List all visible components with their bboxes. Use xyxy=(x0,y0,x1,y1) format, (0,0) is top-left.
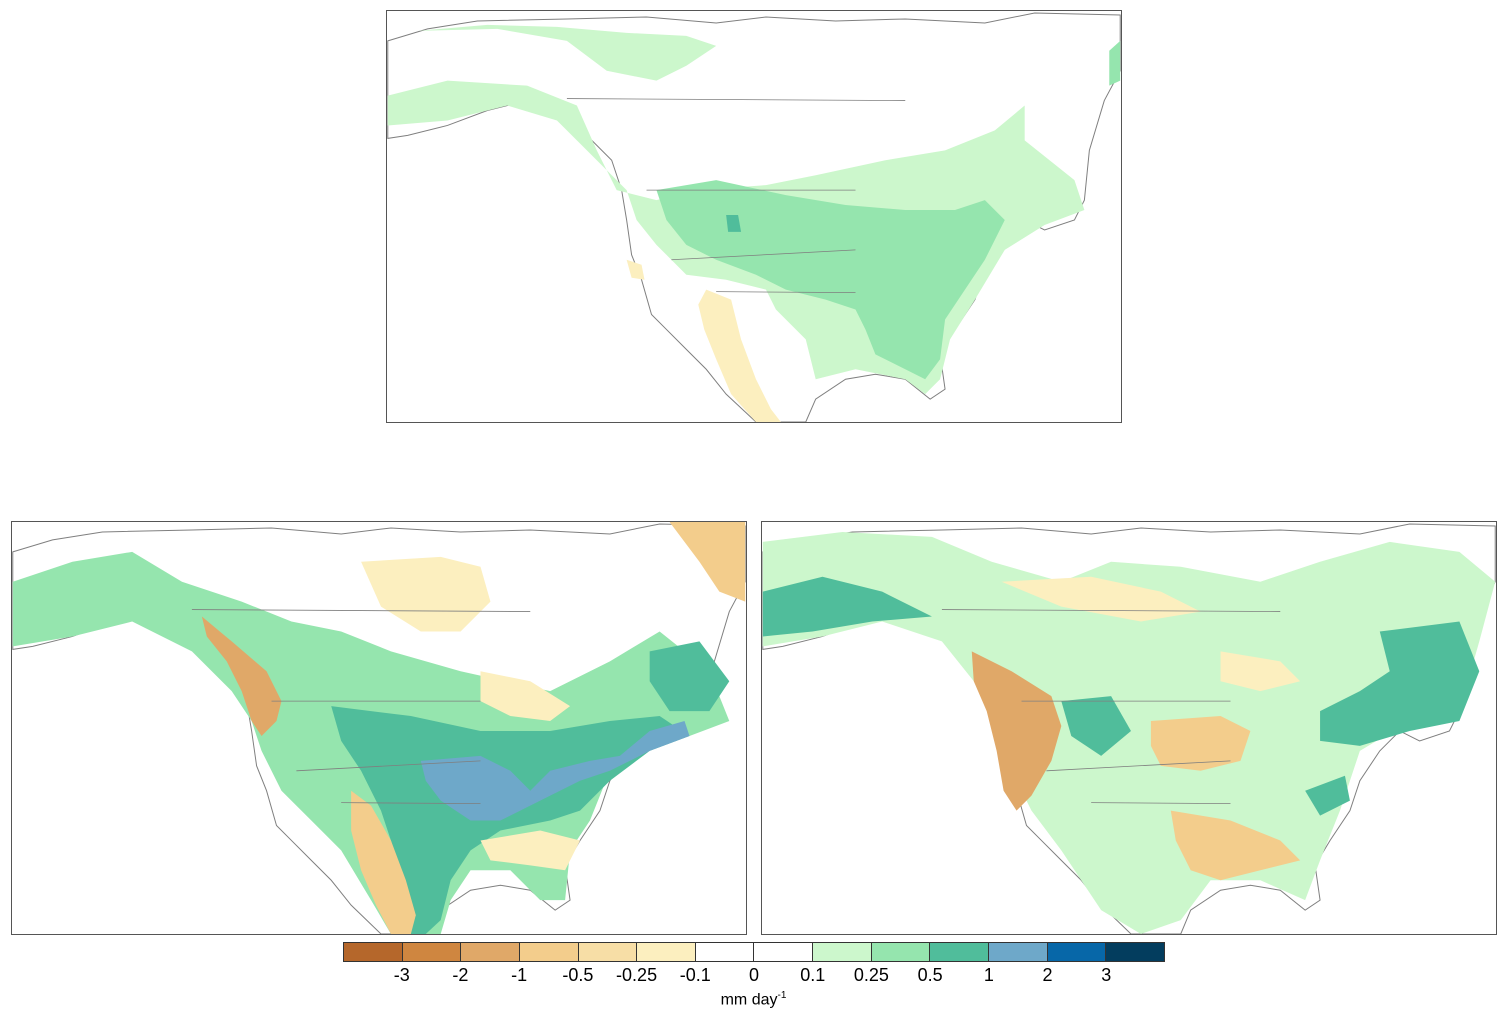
anomaly-region xyxy=(762,531,1496,934)
colorbar-tick-label: 0 xyxy=(748,965,760,985)
anomaly-region xyxy=(626,259,645,280)
colorbar-tick-label: 3 xyxy=(1101,965,1112,985)
anomaly-region xyxy=(480,830,581,871)
anomaly-region xyxy=(1220,651,1301,692)
anomaly-region xyxy=(656,180,1005,380)
anomaly-region xyxy=(1305,775,1350,816)
anomaly-region xyxy=(726,215,742,232)
colorbar-swatch xyxy=(519,943,579,961)
colorbar-swatch xyxy=(344,943,403,961)
anomaly-region xyxy=(1001,576,1201,622)
anomaly-region xyxy=(1320,621,1480,746)
colorbar-swatch xyxy=(871,943,931,961)
map-panel-bottom-left xyxy=(11,521,747,935)
state-borders xyxy=(566,98,906,294)
anomaly-region xyxy=(1109,40,1121,86)
colorbar-tick-label: -1 xyxy=(511,965,528,985)
anomaly-region xyxy=(201,616,282,736)
anomaly-region xyxy=(417,24,717,81)
colorbar-ticks: -3 -2 -1 -0.5 -0.25 -0.1 0 0.1 0.25 0.5 1 2 3 xyxy=(343,965,1165,987)
colorbar-tick-label: 2 xyxy=(1042,965,1053,985)
colorbar-units: mm day-1 xyxy=(0,990,1507,1009)
colorbar-swatch xyxy=(813,943,872,961)
colorbar-swatch xyxy=(754,943,814,961)
anomaly-region xyxy=(1170,810,1301,881)
colorbar-tick-label: -0.1 xyxy=(679,965,711,985)
map-panel-top xyxy=(386,10,1122,423)
units-exponent: -1 xyxy=(777,990,787,1001)
colorbar xyxy=(343,942,1165,962)
anomaly-region xyxy=(762,576,932,637)
colorbar-tick-label: 0.25 xyxy=(853,965,889,985)
colorbar-tick-label: -2 xyxy=(452,965,469,985)
colorbar-swatch xyxy=(930,943,990,961)
anomaly-region xyxy=(1150,716,1251,771)
colorbar-swatch xyxy=(461,943,520,961)
state-borders xyxy=(941,609,1281,805)
anomaly-region xyxy=(698,289,781,422)
anomaly-region xyxy=(669,522,746,602)
anomaly-region xyxy=(1061,696,1131,756)
colorbar-swatch xyxy=(1047,943,1107,961)
anomaly-region xyxy=(480,671,571,722)
anomaly-region xyxy=(649,641,730,712)
colorbar-swatch xyxy=(578,943,638,961)
colorbar-swatch xyxy=(695,943,755,961)
anomaly-region xyxy=(420,721,690,821)
units-base: mm day xyxy=(720,991,778,1009)
precipitation-map-bottom-right xyxy=(762,523,1496,934)
state-borders xyxy=(191,609,531,805)
colorbar-swatch xyxy=(402,943,462,961)
colorbar-tick-label: -0.25 xyxy=(616,965,658,985)
anomaly-region xyxy=(971,651,1062,811)
colorbar-tick-label: 0.5 xyxy=(917,965,943,985)
precipitation-map-top xyxy=(387,12,1121,422)
colorbar-tick-label: -0.5 xyxy=(562,965,594,985)
anomaly-region xyxy=(351,790,416,934)
colorbar-tick-label: 0.1 xyxy=(800,965,826,985)
colorbar-tick-label: 1 xyxy=(983,965,994,985)
colorbar-swatch xyxy=(637,943,696,961)
anomaly-region xyxy=(361,556,491,632)
map-panel-bottom-right xyxy=(761,521,1497,935)
precipitation-map-bottom-left xyxy=(12,522,746,934)
colorbar-swatch xyxy=(989,943,1048,961)
colorbar-swatch xyxy=(1106,943,1164,961)
colorbar-tick-label: -3 xyxy=(393,965,410,985)
